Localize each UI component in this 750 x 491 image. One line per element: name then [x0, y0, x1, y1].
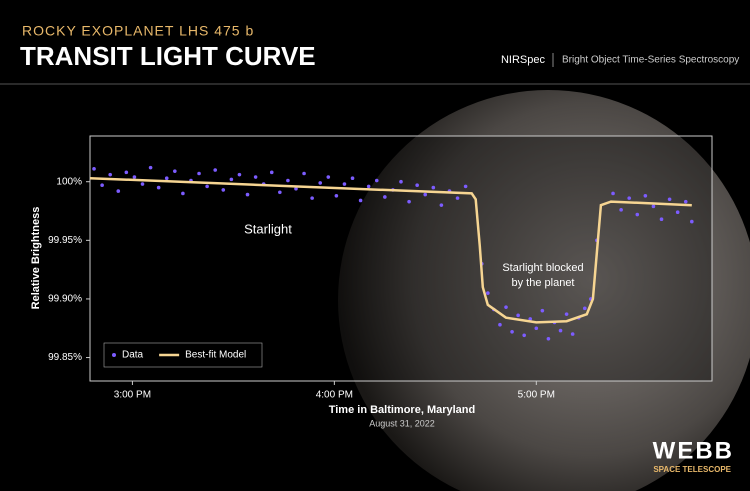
data-point — [156, 185, 161, 190]
legend-box — [103, 342, 263, 368]
data-point — [318, 181, 323, 185]
data-point — [635, 212, 640, 217]
data-point — [643, 193, 648, 198]
data-point — [534, 326, 539, 331]
data-point — [221, 188, 226, 192]
data-point — [108, 172, 112, 177]
annotation: Starlight — [244, 221, 292, 236]
data-point — [423, 192, 428, 197]
annotation: by the planet — [512, 277, 575, 289]
data-point — [302, 171, 306, 176]
data-point — [374, 178, 379, 183]
y-tick-label: 100% — [56, 176, 82, 187]
data-point — [690, 219, 694, 224]
data-point — [350, 176, 355, 181]
data-point — [455, 196, 460, 200]
data-point — [253, 175, 258, 179]
data-point — [498, 322, 502, 327]
data-point — [148, 165, 153, 170]
data-point — [619, 208, 623, 212]
y-tick-label: 99.85% — [48, 352, 82, 363]
title: TRANSIT LIGHT CURVE — [20, 41, 316, 71]
data-point — [213, 168, 218, 172]
data-point — [540, 308, 545, 313]
x-tick-label: 4:00 PM — [316, 390, 353, 401]
data-point — [294, 186, 298, 191]
y-axis-label: Relative Brightness — [30, 207, 42, 310]
data-point — [399, 179, 403, 184]
data-point — [683, 199, 688, 204]
data-point — [570, 332, 575, 336]
x-tick-label: 5:00 PM — [518, 390, 555, 401]
data-point — [659, 217, 664, 222]
data-point — [431, 185, 436, 190]
data-point — [205, 184, 209, 189]
data-point — [522, 333, 526, 338]
data-point — [100, 183, 104, 188]
data-point — [516, 313, 520, 318]
data-point — [667, 197, 672, 202]
data-point — [237, 172, 242, 177]
data-point — [92, 167, 96, 171]
data-point — [504, 305, 508, 309]
data-point — [582, 306, 587, 311]
data-point — [383, 195, 387, 199]
data-point — [439, 203, 444, 207]
data-point — [564, 312, 569, 316]
data-point — [358, 198, 363, 203]
data-point — [510, 329, 514, 334]
planet — [338, 90, 750, 491]
data-point — [140, 182, 145, 186]
data-point — [342, 182, 347, 186]
logo-sub: SPACE TELESCOPE — [653, 465, 731, 474]
x-tick-label: 3:00 PM — [114, 390, 151, 401]
data-point — [486, 291, 490, 295]
mode: Bright Object Time-Series Spectroscopy — [562, 55, 739, 66]
data-point — [611, 191, 615, 196]
data-point — [546, 336, 551, 341]
kicker: ROCKY EXOPLANET LHS 475 b — [22, 23, 254, 39]
data-point — [197, 171, 201, 176]
data-point — [132, 175, 137, 179]
y-tick-label: 99.90% — [48, 294, 82, 305]
data-point — [528, 317, 533, 321]
data-point — [245, 192, 250, 197]
logo-name: WEBB — [653, 437, 734, 464]
data-point — [229, 177, 234, 182]
chart: 100% 99.95% 99.90% 99.85% 3:00 PM 4:00 PM 5:00… — [48, 165, 694, 401]
instrument: NIRSpec — [501, 54, 546, 66]
data-point — [651, 204, 656, 209]
data-point — [286, 178, 290, 183]
data-point — [407, 199, 411, 204]
data-point — [278, 190, 282, 195]
data-point — [173, 169, 177, 173]
model-line — [89, 176, 692, 324]
data-point — [463, 184, 468, 189]
data-point — [310, 196, 314, 200]
data-point — [116, 189, 121, 193]
data-point — [326, 175, 331, 179]
plot-area — [89, 135, 713, 382]
x-axis-sublabel: August 31, 2022 — [369, 418, 435, 428]
data-point — [415, 183, 419, 188]
y-tick-label: 99.95% — [48, 235, 82, 246]
annotation: Starlight blocked — [502, 262, 583, 274]
legend-label: Best-fit Model — [185, 350, 246, 361]
legend-label: Data — [122, 350, 144, 361]
x-axis-label: Time in Baltimore, Maryland — [329, 404, 476, 416]
data-point — [124, 170, 129, 175]
data-point — [181, 191, 185, 196]
data-point — [269, 170, 274, 175]
data-point — [558, 328, 563, 333]
legend-swatch — [112, 353, 116, 357]
data-point — [675, 210, 680, 214]
data-point — [334, 193, 339, 198]
data-point — [627, 196, 632, 200]
data-point — [366, 184, 371, 189]
data-point — [164, 176, 169, 181]
